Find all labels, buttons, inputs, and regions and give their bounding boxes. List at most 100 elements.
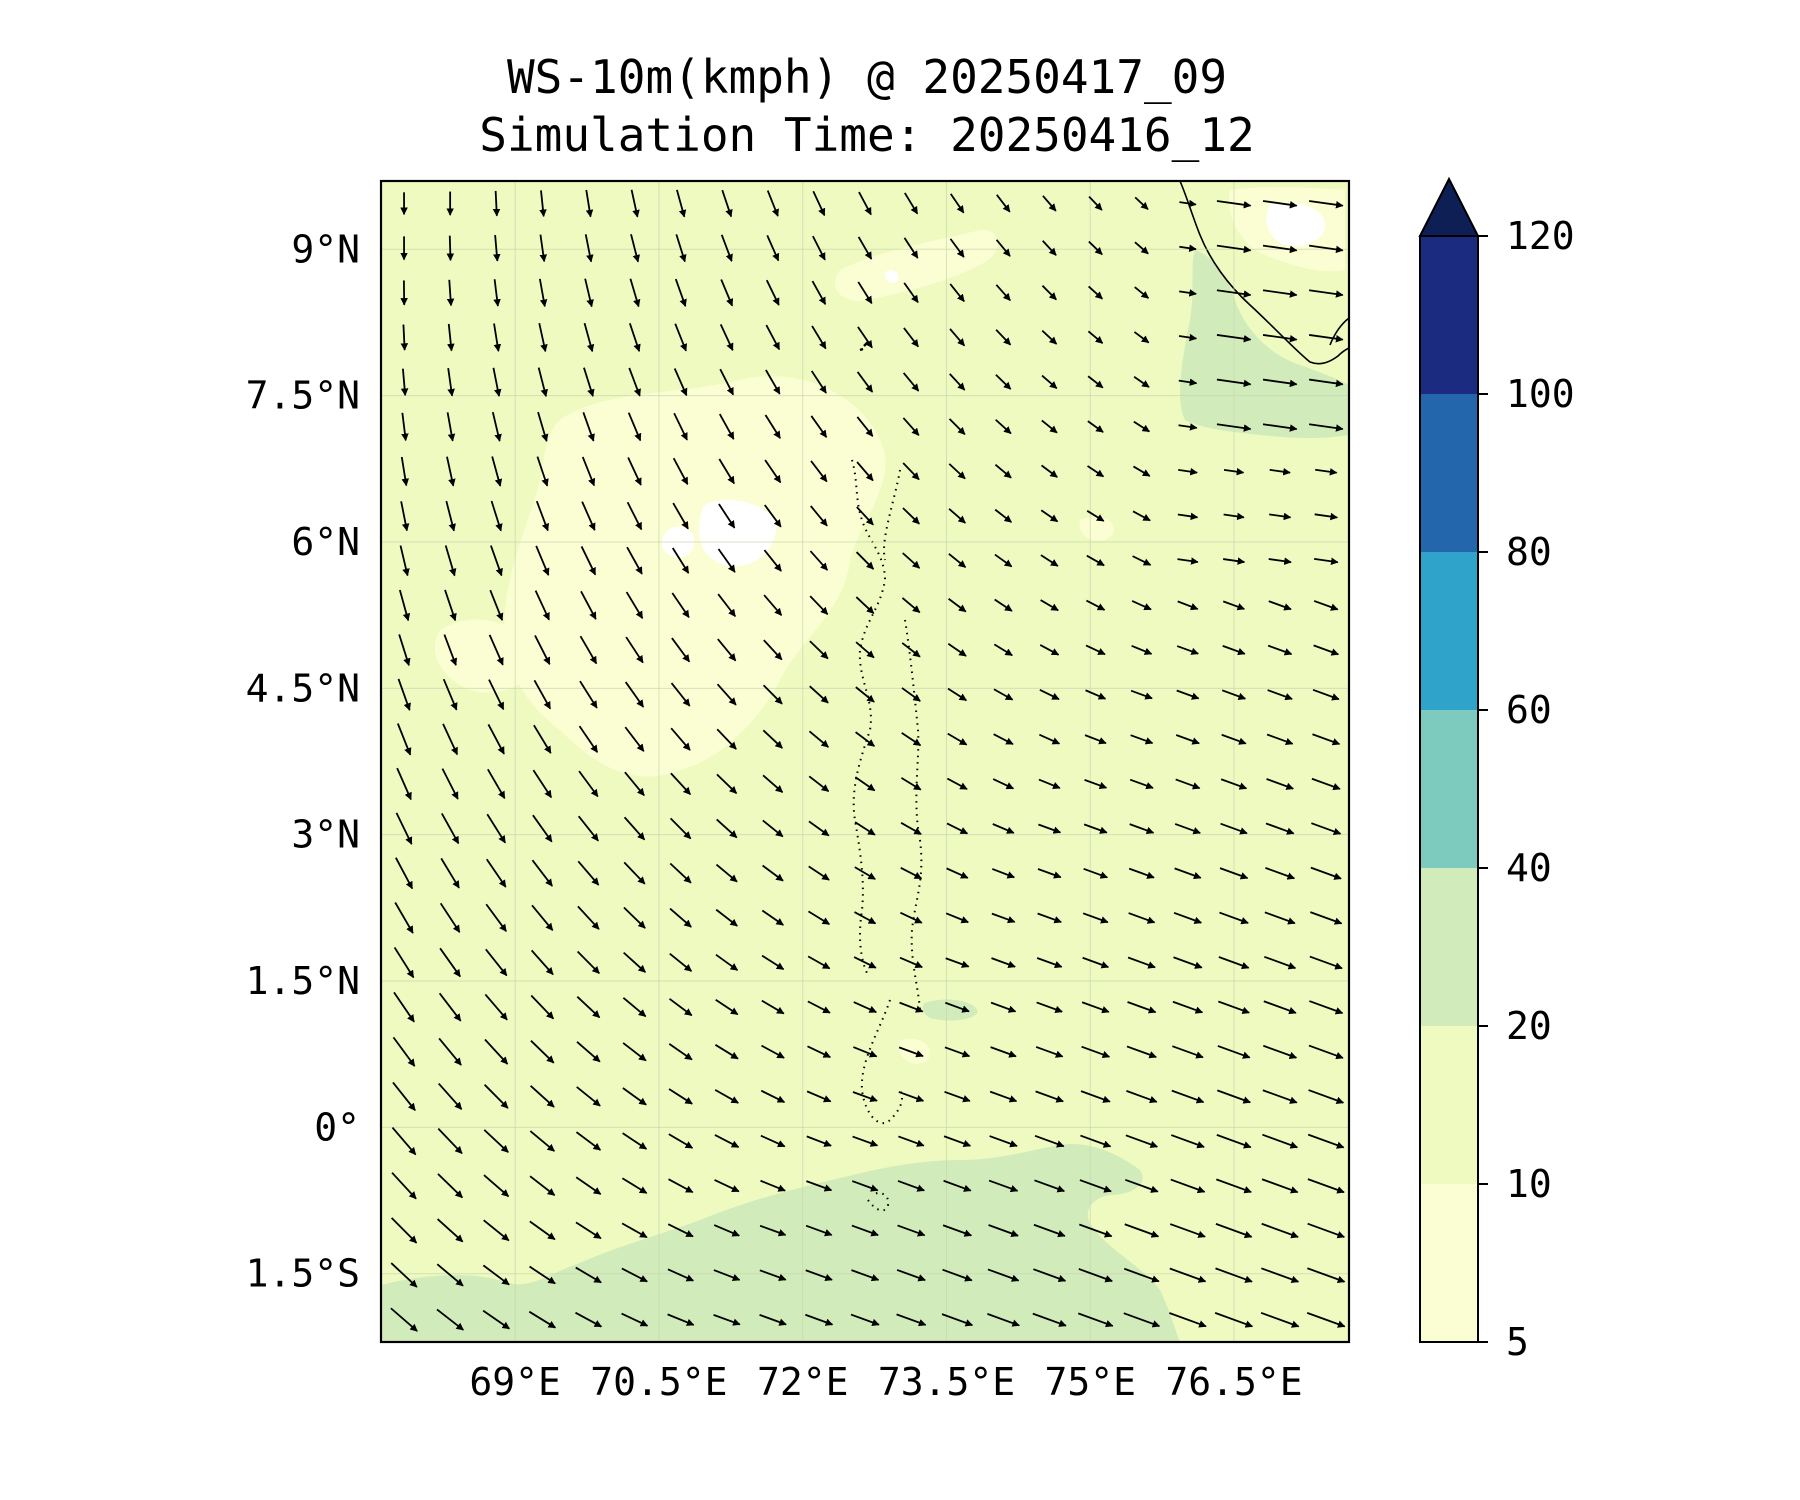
wind-vector xyxy=(1134,241,1149,255)
wind-vector xyxy=(765,369,781,395)
wind-vector xyxy=(490,500,503,532)
wind-vector xyxy=(444,545,457,577)
wind-vector xyxy=(578,725,599,753)
wind-vector xyxy=(761,999,785,1015)
wind-vector xyxy=(674,278,687,307)
wind-vector xyxy=(715,953,739,971)
wind-vector xyxy=(902,462,920,481)
wind-vector xyxy=(854,821,876,836)
colorbar-extend-triangle xyxy=(1418,176,1480,237)
colorbar-segment xyxy=(1420,710,1478,868)
wind-vector xyxy=(576,1041,601,1063)
colorbar-tick-label: 40 xyxy=(1506,846,1552,890)
wind-vector xyxy=(764,459,782,484)
wind-vector xyxy=(529,1130,555,1152)
wind-vector xyxy=(903,327,919,348)
wind-vector xyxy=(530,1040,555,1064)
wind-vector xyxy=(1042,195,1057,212)
wind-vector xyxy=(670,682,691,707)
wind-vector xyxy=(717,548,736,573)
wind-vector xyxy=(668,1043,693,1061)
wind-vector xyxy=(539,234,548,263)
wind-vector xyxy=(629,278,641,308)
wind-vector xyxy=(1222,645,1246,656)
wind-vector xyxy=(575,1311,603,1328)
wind-vector xyxy=(1175,734,1200,745)
wind-vector xyxy=(441,813,460,845)
wind-vector xyxy=(626,501,643,531)
wind-vector xyxy=(577,815,599,842)
wind-vector xyxy=(900,777,922,791)
wind-vector xyxy=(1264,911,1296,925)
wind-vector xyxy=(902,552,921,569)
wind-vector xyxy=(1128,867,1155,879)
wind-vector xyxy=(855,641,875,659)
wind-vector xyxy=(1307,1178,1345,1194)
wind-vector xyxy=(400,501,410,532)
wind-vector xyxy=(1040,509,1059,523)
wind-vector xyxy=(1125,1134,1159,1149)
wind-vector xyxy=(442,678,458,711)
wind-vector xyxy=(948,508,966,524)
wind-vector xyxy=(578,770,599,798)
india-coastline xyxy=(1179,181,1349,365)
wind-vector xyxy=(1131,600,1152,611)
wind-vector xyxy=(760,1134,786,1148)
wind-vector xyxy=(1221,689,1247,700)
wind-vector xyxy=(1223,512,1245,521)
wind-vector xyxy=(1042,240,1057,256)
wind-vector xyxy=(1269,512,1292,521)
wind-vector xyxy=(1216,378,1252,388)
wind-vector xyxy=(945,912,969,924)
wind-vector xyxy=(1134,286,1150,299)
wind-vector xyxy=(902,372,920,392)
wind-vector xyxy=(395,857,414,890)
wind-vector xyxy=(1266,778,1294,790)
wind-vector xyxy=(715,863,738,883)
wind-vector xyxy=(438,1082,463,1110)
wind-vector xyxy=(1038,778,1061,790)
wind-vector xyxy=(628,367,641,397)
wind-vector xyxy=(444,589,457,622)
wind-vector xyxy=(763,639,783,661)
wind-vector xyxy=(806,1090,832,1103)
wind-vector xyxy=(947,642,967,657)
colorbar-segment xyxy=(1420,868,1478,1026)
wind-vector xyxy=(1308,1089,1345,1104)
wind-vector xyxy=(1307,1133,1345,1149)
wind-vector xyxy=(537,367,548,398)
wind-vector xyxy=(993,643,1013,657)
wind-vector xyxy=(1079,1223,1113,1238)
wind-vector xyxy=(807,955,831,970)
wind-vector xyxy=(719,368,735,396)
wind-vector xyxy=(987,1268,1020,1282)
wind-vector xyxy=(1308,334,1344,343)
wind-vector xyxy=(1126,1090,1158,1104)
wind-vector xyxy=(992,823,1015,834)
wind-vector xyxy=(538,323,548,353)
wind-vector xyxy=(1130,734,1154,745)
wind-vector xyxy=(485,903,507,932)
wind-vector xyxy=(807,910,831,925)
wind-vector xyxy=(1313,600,1339,611)
wind-vector xyxy=(763,594,783,616)
wind-vector xyxy=(1264,955,1297,970)
wind-vector xyxy=(398,589,411,622)
wind-vector xyxy=(1033,1223,1066,1238)
wind-vector xyxy=(901,687,921,702)
wind-vector xyxy=(1262,423,1298,432)
wind-vector xyxy=(436,1308,464,1331)
wind-vector xyxy=(626,546,643,575)
wind-vector xyxy=(585,189,594,218)
wind-vector xyxy=(582,411,595,442)
wind-vector xyxy=(625,591,644,619)
latitude-tick-label: 1.5°S xyxy=(246,1252,360,1296)
wind-vector xyxy=(903,237,919,259)
wind-vector xyxy=(1222,600,1246,611)
wind-vector xyxy=(440,857,460,889)
wind-vector xyxy=(991,957,1016,968)
wind-vector xyxy=(671,637,691,663)
wind-vector xyxy=(762,684,783,705)
wind-vector xyxy=(486,858,507,888)
wind-vector xyxy=(482,1264,510,1286)
